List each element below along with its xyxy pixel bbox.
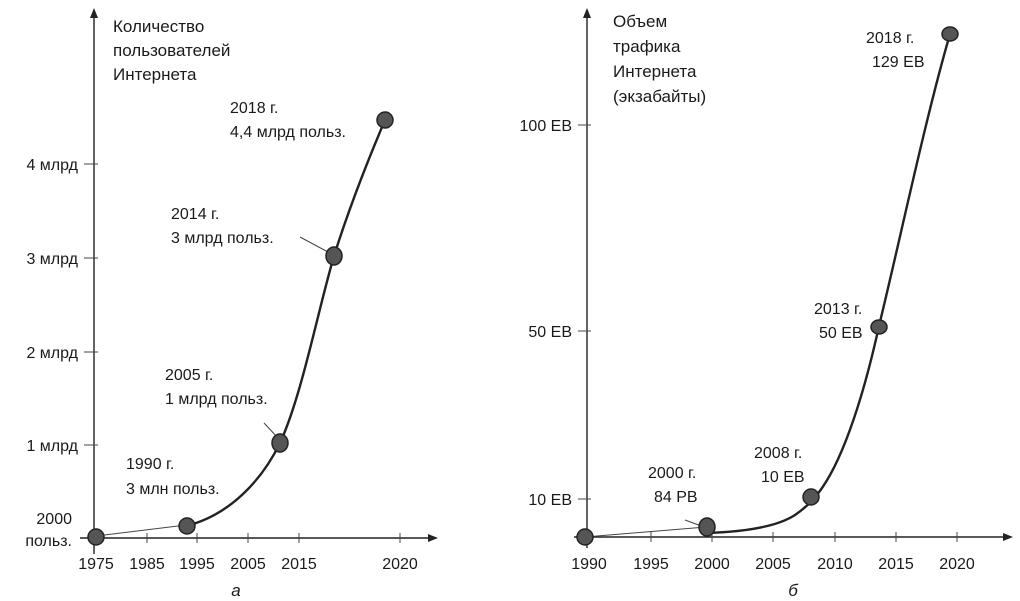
- panel-a-y-ticks: 4 млрд 3 млрд 2 млрд 1 млрд 2000 польз.: [25, 157, 98, 550]
- panel-b-label-2013-line-2: 50 EB: [819, 325, 863, 342]
- panel-b-x-tick-label-2005: 2005: [755, 556, 791, 573]
- panel-a-x-tick-label-2005: 2005: [230, 556, 266, 573]
- panel-b-y-title-line-4: (экзабайты): [613, 87, 706, 106]
- panel-a-x-tick-label-2015: 2015: [281, 556, 317, 573]
- panel-a-x-tick-label-1975: 1975: [78, 556, 114, 573]
- panel-b-x-ticks: 1990 1995 2000 2005 2010 2015 2020: [571, 532, 975, 573]
- panel-a-origin-label-line-1: 2000: [36, 511, 72, 528]
- panel-a-point-1990: [178, 517, 196, 535]
- panel-b-x-tick-label-2020: 2020: [939, 556, 975, 573]
- panel-a-leader-2014: [299, 236, 329, 253]
- panel-a-growth-curve: [185, 119, 387, 528]
- panel-b-y-tick-label-50: 50 EB: [528, 324, 572, 341]
- panel-a-thin-segment: [95, 524, 187, 537]
- panel-a-point-1975: [87, 528, 105, 546]
- panel-b-y-tick-label-10: 10 EB: [528, 492, 572, 509]
- panel-b-x-tick-label-1990: 1990: [571, 556, 607, 573]
- panel-a-x-ticks: 1975 1985 1995 2005 2015 2020: [78, 533, 418, 573]
- panel-a-y-tick-label-2: 2 млрд: [26, 345, 78, 362]
- panel-b-label-2018-line-1: 2018 г.: [866, 30, 914, 47]
- panel-b-y-title-line-3: Интернета: [613, 62, 697, 81]
- panel-a-y-title-line-1: Количество: [113, 17, 204, 36]
- panel-a-label-2014-line-2: 3 млрд польз.: [171, 230, 274, 247]
- panel-a-x-arrow: [428, 534, 438, 542]
- panel-a-label-1990-line-2: 3 млн польз.: [126, 481, 220, 498]
- panel-b-growth-curve: [705, 33, 952, 535]
- panel-b-y-tick-label-100: 100 EB: [520, 118, 572, 135]
- panel-b-label-2000-line-2: 84 PB: [654, 489, 698, 506]
- chart-panel-a: Количество пользователей Интернета 4 млр…: [25, 8, 438, 600]
- panel-b-label-2008-line-1: 2008 г.: [754, 445, 802, 462]
- panel-a-caption: а: [231, 581, 240, 600]
- panel-a-label-2005-line-2: 1 млрд польз.: [165, 391, 268, 408]
- panel-a-origin-label-line-2: польз.: [25, 533, 72, 550]
- panel-a-y-title-line-2: пользователей: [113, 41, 230, 60]
- panel-b-thin-segment: [584, 526, 707, 538]
- panel-b-point-1990: [576, 528, 594, 546]
- panel-a-label-2014-line-1: 2014 г.: [171, 206, 219, 223]
- panel-b-x-tick-label-2010: 2010: [817, 556, 853, 573]
- panel-a-y-tick-label-3: 3 млрд: [26, 251, 78, 268]
- panel-b-x-tick-label-2015: 2015: [878, 556, 914, 573]
- panel-b-label-2018-line-2: 129 EB: [872, 54, 924, 71]
- panel-a-point-2018: [376, 111, 394, 129]
- panel-a-point-2014: [325, 246, 343, 266]
- panel-a-label-2018-line-1: 2018 г.: [230, 100, 278, 117]
- panel-a-x-tick-label-2020: 2020: [382, 556, 418, 573]
- panel-a-x-tick-label-1995: 1995: [179, 556, 215, 573]
- panel-a-label-1990-line-1: 1990 г.: [126, 456, 174, 473]
- panel-b-label-2013-line-1: 2013 г.: [814, 301, 862, 318]
- panel-a-y-title-line-3: Интернета: [113, 65, 197, 84]
- panel-b-y-arrow: [583, 8, 591, 18]
- panel-b-label-2008-line-2: 10 EB: [761, 469, 805, 486]
- panel-b-x-tick-label-1995: 1995: [633, 556, 669, 573]
- chart-panel-b: Объем трафика Интернета (экзабайты) 100 …: [520, 8, 1013, 600]
- panel-a-label-2018-line-2: 4,4 млрд польз.: [230, 124, 346, 141]
- panel-b-point-2013: [870, 319, 888, 335]
- panel-a-y-tick-label-4: 4 млрд: [26, 157, 78, 174]
- panel-b-x-arrow: [1003, 533, 1013, 541]
- panel-b-caption: б: [788, 581, 799, 600]
- panel-b-point-2008: [802, 488, 820, 506]
- panel-b-label-2000-line-1: 2000 г.: [648, 465, 696, 482]
- panel-b-point-2000: [698, 517, 716, 537]
- panel-b-y-title-line-1: Объем: [613, 12, 667, 31]
- panel-a-y-arrow: [90, 8, 98, 18]
- panel-b-point-2018: [941, 26, 959, 42]
- panel-b-x-tick-label-2000: 2000: [694, 556, 730, 573]
- panel-b-y-title-line-2: трафика: [613, 37, 681, 56]
- panel-a-x-tick-label-1985: 1985: [129, 556, 165, 573]
- panel-b-y-ticks: 100 EB 50 EB 10 EB: [520, 118, 591, 509]
- panel-a-y-tick-label-1: 1 млрд: [26, 438, 78, 455]
- panel-a-label-2005-line-1: 2005 г.: [165, 367, 213, 384]
- panel-a-point-2005: [271, 433, 289, 453]
